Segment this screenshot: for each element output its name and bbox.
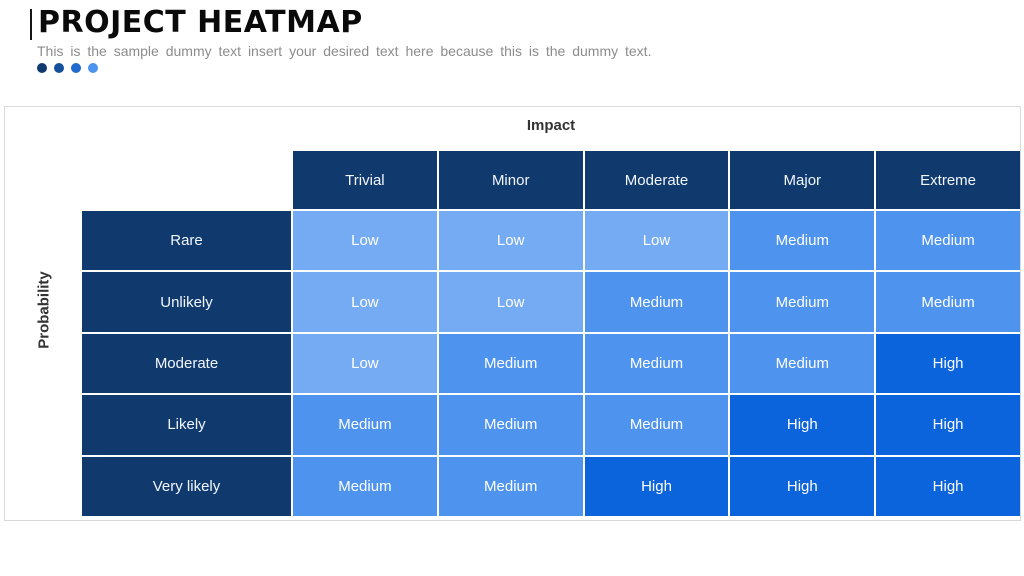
probability-axis-label: Probability <box>35 271 53 349</box>
heatmap-cell-moderate-major: Medium <box>730 333 875 394</box>
heatmap-cell-unlikely-extreme: Medium <box>876 272 1020 332</box>
heatmap-cell-unlikely-minor: Low <box>438 272 583 332</box>
accent-dot-1 <box>37 63 47 73</box>
column-header-minor: Minor <box>438 151 583 209</box>
column-header-major: Major <box>730 151 875 209</box>
heatmap-cell-unlikely-major: Medium <box>730 272 875 332</box>
heatmap-cell-unlikely-moderate: Medium <box>584 272 729 332</box>
heatmap-cell-likely-moderate: Medium <box>584 395 729 455</box>
heatmap-cell-rare-moderate: Low <box>584 211 729 271</box>
accent-dot-3 <box>71 63 81 73</box>
heatmap-panel: Impact Probability Trivial Minor Moderate M… <box>4 106 1021 521</box>
heatmap-cell-moderate-trivial: Low <box>293 333 437 394</box>
heatmap-cell-moderate-moderate: Medium <box>584 333 729 394</box>
heatmap-cell-very-likely-minor: Medium <box>438 456 583 516</box>
heatmap-cell-very-likely-extreme: High <box>876 456 1020 516</box>
impact-axis-label: Impact <box>526 117 576 134</box>
heatmap-cell-likely-minor: Medium <box>438 395 583 455</box>
heatmap-cell-likely-extreme: High <box>876 395 1020 455</box>
heatmap-cell-moderate-minor: Medium <box>438 333 583 394</box>
heatmap-cell-rare-trivial: Low <box>293 211 437 271</box>
corner-cell <box>82 151 291 209</box>
heatmap-cell-unlikely-trivial: Low <box>293 272 437 332</box>
heatmap-cell-rare-extreme: Medium <box>876 211 1020 271</box>
heatmap-cell-very-likely-major: High <box>730 456 875 516</box>
row-header-very-likely: Very likely <box>82 456 291 516</box>
column-header-moderate: Moderate <box>584 151 729 209</box>
column-header-trivial: Trivial <box>293 151 437 209</box>
heatmap-cell-very-likely-trivial: Medium <box>293 456 437 516</box>
heatmap-grid: Trivial Minor Moderate Major Extreme Rare Low L… <box>82 151 1020 516</box>
accent-dot-4 <box>88 63 98 73</box>
slide-subtitle: This is the sample dummy text insert you… <box>37 43 652 59</box>
row-header-rare: Rare <box>82 211 291 271</box>
heatmap-cell-moderate-extreme: High <box>876 333 1020 394</box>
row-header-likely: Likely <box>82 395 291 455</box>
accent-dots <box>37 63 98 73</box>
title-accent-bar <box>30 9 32 40</box>
heatmap-cell-rare-major: Medium <box>730 211 875 271</box>
row-header-moderate: Moderate <box>82 333 291 394</box>
accent-dot-2 <box>54 63 64 73</box>
heatmap-cell-likely-trivial: Medium <box>293 395 437 455</box>
slide-title: PROJECT HEATMAP <box>38 5 363 40</box>
heatmap-cell-very-likely-moderate: High <box>584 456 729 516</box>
row-header-unlikely: Unlikely <box>82 272 291 332</box>
heatmap-cell-rare-minor: Low <box>438 211 583 271</box>
column-header-extreme: Extreme <box>876 151 1020 209</box>
heatmap-cell-likely-major: High <box>730 395 875 455</box>
